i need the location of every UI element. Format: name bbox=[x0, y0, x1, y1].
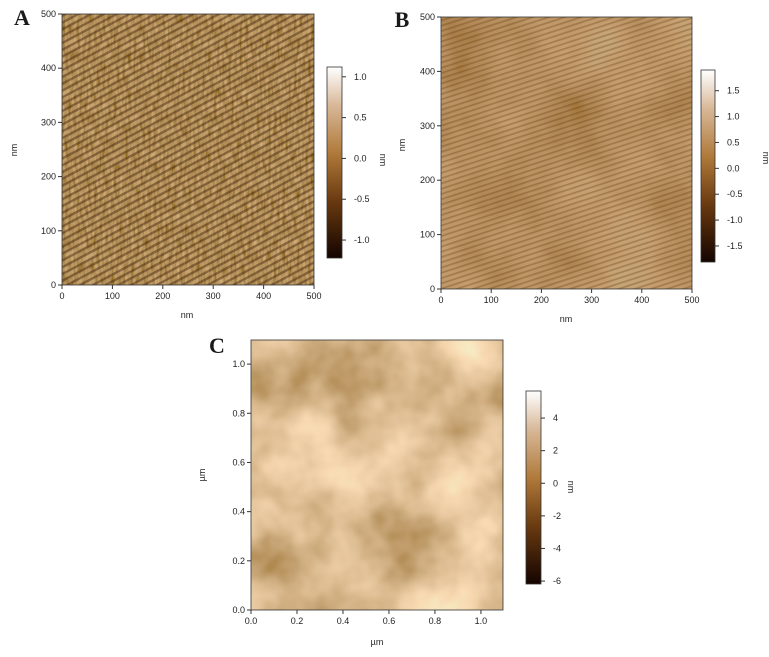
x-tick-label: 100 bbox=[105, 291, 120, 301]
colorbar-tick-label: 0.5 bbox=[354, 113, 367, 123]
image-a bbox=[62, 14, 314, 285]
y-tick-label: 0.8 bbox=[232, 408, 245, 418]
panel-label: A bbox=[14, 5, 30, 30]
y-tick-label: 500 bbox=[41, 9, 56, 19]
x-tick-label: 300 bbox=[584, 295, 599, 305]
y-tick-label: 400 bbox=[420, 66, 435, 76]
colorbar-tick-label: 1.0 bbox=[727, 112, 740, 122]
image-c bbox=[251, 340, 503, 610]
image-b bbox=[441, 17, 692, 289]
panel-label: C bbox=[209, 333, 225, 358]
plot-frame bbox=[440, 16, 693, 290]
x-tick-label: 0 bbox=[59, 291, 64, 301]
x-tick-label: 0 bbox=[438, 295, 443, 305]
colorbar-tick-label: 0.5 bbox=[727, 137, 740, 147]
x-tick-label: 0.6 bbox=[383, 616, 396, 626]
x-axis-label: nm bbox=[560, 314, 573, 324]
x-tick-label: 0.4 bbox=[337, 616, 350, 626]
colorbar bbox=[525, 390, 542, 585]
y-tick-label: 0.4 bbox=[232, 507, 245, 517]
colorbar-tick-label: 1.0 bbox=[354, 72, 367, 82]
colorbar-tick-label: -4 bbox=[553, 543, 561, 553]
colorbar-tick-label: 2 bbox=[553, 446, 558, 456]
y-axis-label: nm bbox=[397, 139, 407, 152]
colorbar-label: nm bbox=[378, 154, 388, 167]
x-tick-label: 0.2 bbox=[291, 616, 304, 626]
y-tick-label: 0.0 bbox=[232, 605, 245, 615]
x-tick-label: 400 bbox=[634, 295, 649, 305]
y-tick-label: 100 bbox=[41, 226, 56, 236]
x-tick-label: 0.8 bbox=[429, 616, 442, 626]
colorbar-tick-label: 0.0 bbox=[727, 163, 740, 173]
y-tick-label: 400 bbox=[41, 63, 56, 73]
colorbar-tick-label: -0.5 bbox=[727, 189, 743, 199]
y-tick-label: 1.0 bbox=[232, 359, 245, 369]
y-axis-label: µm bbox=[197, 469, 207, 482]
x-tick-label: 1.0 bbox=[475, 616, 488, 626]
colorbar-tick-label: -0.5 bbox=[354, 194, 370, 204]
x-tick-label: 100 bbox=[484, 295, 499, 305]
x-tick-label: 0.0 bbox=[245, 616, 258, 626]
y-tick-label: 0 bbox=[51, 280, 56, 290]
y-tick-label: 0 bbox=[430, 284, 435, 294]
y-tick-label: 200 bbox=[420, 175, 435, 185]
colorbar-label: nm bbox=[566, 481, 576, 494]
panel-label: B bbox=[395, 7, 410, 32]
colorbar-tick-label: 1.5 bbox=[727, 86, 740, 96]
y-axis-label: nm bbox=[9, 144, 19, 157]
colorbar-label: nm bbox=[761, 152, 769, 165]
y-tick-label: 100 bbox=[420, 230, 435, 240]
x-tick-label: 500 bbox=[306, 291, 321, 301]
colorbar-tick-label: -6 bbox=[553, 576, 561, 586]
colorbar bbox=[326, 66, 343, 259]
x-tick-label: 200 bbox=[155, 291, 170, 301]
colorbar-tick-label: 0.0 bbox=[354, 153, 367, 163]
x-tick-label: 200 bbox=[534, 295, 549, 305]
colorbar-tick-label: -2 bbox=[553, 511, 561, 521]
y-tick-label: 200 bbox=[41, 172, 56, 182]
x-axis-label: µm bbox=[371, 637, 384, 647]
y-tick-label: 500 bbox=[420, 12, 435, 22]
y-tick-label: 0.6 bbox=[232, 457, 245, 467]
x-tick-label: 400 bbox=[256, 291, 271, 301]
colorbar-tick-label: 0 bbox=[553, 478, 558, 488]
y-tick-label: 300 bbox=[420, 121, 435, 131]
colorbar-tick-label: -1.0 bbox=[354, 235, 370, 245]
colorbar-tick-label: 4 bbox=[553, 413, 558, 423]
y-tick-label: 300 bbox=[41, 117, 56, 127]
colorbar bbox=[700, 69, 716, 263]
plot-frame bbox=[61, 13, 315, 286]
plot-frame bbox=[250, 339, 504, 611]
y-tick-label: 0.2 bbox=[232, 556, 245, 566]
colorbar-tick-label: -1.5 bbox=[727, 241, 743, 251]
x-tick-label: 300 bbox=[206, 291, 221, 301]
colorbar-tick-label: -1.0 bbox=[727, 215, 743, 225]
x-tick-label: 500 bbox=[684, 295, 699, 305]
x-axis-label: nm bbox=[181, 310, 194, 320]
